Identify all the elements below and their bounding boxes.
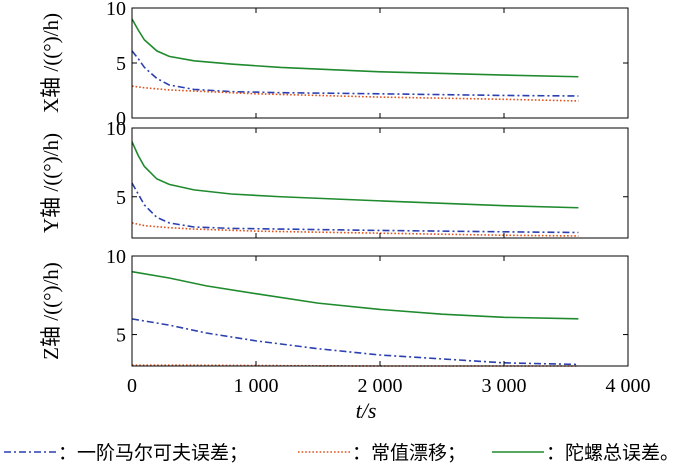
y-ticks: 5 10 bbox=[106, 118, 629, 238]
y-tick-label: 10 bbox=[106, 0, 126, 20]
y-tick-label: 10 bbox=[106, 246, 126, 268]
legend-label-1: ：一阶马尔可夫误差； bbox=[58, 442, 248, 464]
y-axis-label: Y轴 /((°)/h) bbox=[39, 133, 63, 233]
y-axis-label: X轴 /((°)/h) bbox=[39, 13, 63, 113]
series-line-3 bbox=[131, 270, 579, 320]
series-line-1 bbox=[131, 50, 579, 97]
plot-frame bbox=[131, 127, 629, 239]
chart-panels: 0 5 10 X轴 /((°)/h) 5 10 Y轴 /((°)/h) 5 10 Z轴 /((°)… bbox=[39, 0, 629, 367]
legend-label-2: ：常值漂移； bbox=[352, 442, 466, 464]
y-tick-label: 10 bbox=[106, 118, 126, 140]
legend-label-3: ：陀螺总误差。 bbox=[546, 442, 679, 464]
x-axis-label: t/s bbox=[356, 398, 377, 423]
x-tick-label: 3 000 bbox=[482, 375, 527, 397]
plot-frame bbox=[131, 7, 629, 119]
plot-frame bbox=[131, 255, 629, 367]
x-tick-label: 4 000 bbox=[606, 375, 651, 397]
x-axis: 0 1 000 2 000 3 000 4 000 t/s bbox=[127, 375, 651, 423]
series-line-3 bbox=[131, 18, 579, 78]
chart-legend: ：一阶马尔可夫误差； ：常值漂移； ：陀螺总误差。 bbox=[4, 442, 679, 464]
series-line-2 bbox=[132, 364, 579, 367]
x-tick-label: 1 000 bbox=[234, 375, 279, 397]
series-line-3 bbox=[131, 141, 579, 209]
panel-2: 5 10 Y轴 /((°)/h) bbox=[39, 118, 629, 239]
y-tick-label: 5 bbox=[116, 53, 126, 75]
y-ticks: 0 5 10 bbox=[106, 0, 629, 130]
panel-3: 5 10 Z轴 /((°)/h) bbox=[39, 246, 629, 367]
x-tick-label: 0 bbox=[127, 375, 137, 397]
series-line-1 bbox=[131, 182, 579, 234]
y-ticks: 5 10 bbox=[106, 246, 629, 366]
y-axis-label: Z轴 /((°)/h) bbox=[39, 262, 63, 360]
x-tick-label: 2 000 bbox=[358, 375, 403, 397]
series-line-2 bbox=[131, 85, 579, 102]
y-tick-label: 0 bbox=[116, 108, 126, 130]
series-line-1 bbox=[131, 318, 579, 366]
panel-1: 0 5 10 X轴 /((°)/h) bbox=[39, 0, 629, 130]
y-tick-label: 5 bbox=[116, 325, 126, 347]
y-tick-label: 5 bbox=[116, 187, 126, 209]
